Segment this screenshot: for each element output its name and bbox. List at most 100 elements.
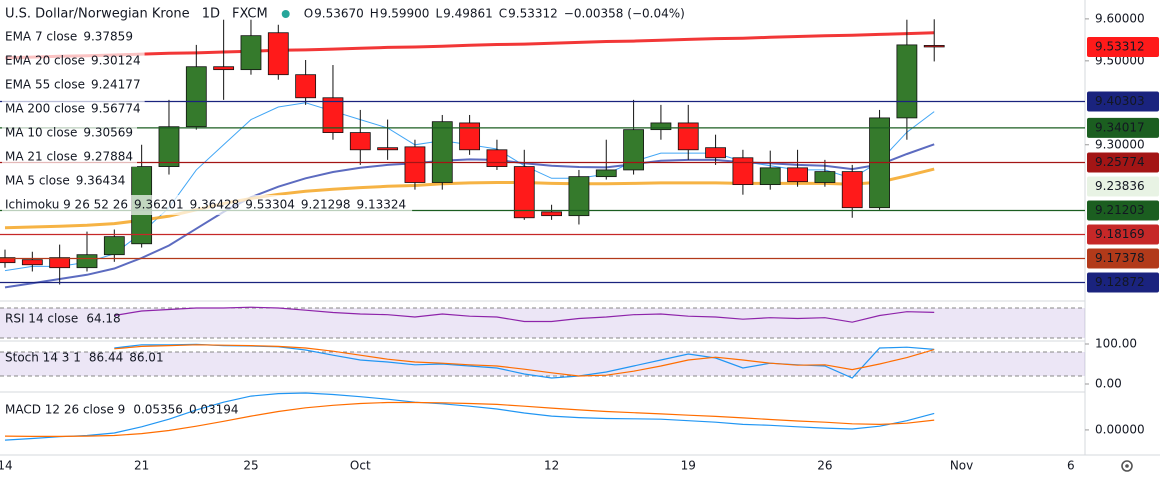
legend-value: 9.53304	[245, 198, 295, 212]
candle-body	[377, 147, 399, 151]
ohlc-value: 9.49861	[443, 7, 493, 21]
legend-value: 9.56774	[91, 102, 141, 116]
legend-value: 86.44	[89, 351, 123, 365]
price-tag	[1087, 224, 1159, 245]
candle-body	[21, 259, 43, 266]
legend-name: MA 5 close	[5, 174, 70, 188]
candle-body	[404, 146, 426, 183]
legend-value: 9.30569	[83, 126, 133, 140]
price-tag-label: 9.34017	[1095, 120, 1145, 134]
x-tick-label: Oct	[350, 459, 371, 473]
price-tag-label: 9.17378	[1095, 251, 1145, 265]
indicator-line	[4, 392, 935, 441]
chart-title: U.S. Dollar/Norwegian Krone	[5, 7, 190, 22]
price-tag-label: 9.23836	[1095, 179, 1145, 193]
y-tick-label: 9.60000	[1095, 11, 1145, 25]
price-change: −0.00358 (−0.04%)	[564, 7, 685, 21]
legend-value: 9.30124	[91, 54, 141, 68]
legend-name: EMA 20 close	[5, 54, 85, 68]
candle-body	[732, 157, 754, 186]
candle-body	[431, 121, 453, 183]
candle-body	[295, 74, 317, 99]
legend-background	[2, 99, 145, 119]
candle-body	[595, 169, 617, 178]
candle-body	[841, 171, 863, 209]
x-tick-label: 19	[681, 459, 696, 473]
price-tag-label: 9.25774	[1095, 155, 1145, 169]
indicator-line	[4, 143, 935, 289]
candle-body	[459, 122, 481, 151]
candle-body	[322, 97, 344, 133]
settings-icon[interactable]	[1121, 460, 1133, 472]
chart-interval: 1D	[202, 7, 220, 22]
legend-background	[2, 123, 137, 143]
price-tag	[1087, 36, 1159, 57]
candle-body	[0, 257, 16, 264]
legend-name: MA 21 close	[5, 150, 77, 164]
legend-value: 86.01	[129, 351, 163, 365]
ohlc-label: O	[304, 7, 313, 21]
candle-body	[923, 45, 945, 48]
legend-name: MA 200 close	[5, 102, 85, 116]
legend-name: EMA 7 close	[5, 30, 77, 44]
ohlc-label: L	[435, 7, 442, 21]
candle-body	[568, 176, 590, 217]
legend-value: 9.21298	[301, 198, 351, 212]
candle-body	[677, 122, 699, 151]
candle-body	[650, 122, 672, 131]
candle-body	[814, 171, 836, 183]
legend-value: 9.36428	[190, 198, 240, 212]
settings-gear-hub[interactable]	[1125, 464, 1129, 468]
ohlc-value: 9.53312	[508, 7, 558, 21]
chart-source: FXCM	[232, 7, 268, 22]
x-tick-label: 21	[134, 459, 149, 473]
indicator-line	[4, 401, 935, 437]
indicator-line	[114, 344, 935, 377]
legend-value: 9.24177	[91, 78, 141, 92]
price-tag	[1087, 152, 1159, 173]
legend-background	[2, 51, 145, 71]
price-tag-label: 9.53312	[1095, 39, 1145, 53]
candle-body	[541, 211, 562, 217]
ohlc-value: 9.53670	[314, 7, 364, 21]
x-tick-label: Nov	[950, 459, 973, 473]
settings-gear[interactable]	[1121, 460, 1133, 472]
candle-body	[267, 32, 289, 76]
price-tag-label: 9.18169	[1095, 227, 1145, 241]
price-tag	[1087, 272, 1159, 293]
x-tick-label: 6	[1067, 459, 1075, 473]
indicator-line	[4, 31, 935, 60]
legend-value: 9.36434	[76, 174, 126, 188]
price-tag	[1087, 248, 1159, 269]
price-tag-label: 9.12872	[1095, 275, 1145, 289]
legend-background	[2, 195, 413, 215]
legend-value: 0.03194	[189, 403, 239, 417]
candle-body	[787, 167, 808, 183]
legend-name: EMA 55 close	[5, 78, 85, 92]
candle-body	[759, 167, 781, 186]
panel-title: RSI 14 close	[5, 312, 78, 326]
candle-body	[623, 129, 644, 171]
y-tick-label: 0.00000	[1095, 422, 1145, 436]
candle-body	[349, 132, 371, 151]
ohlc-value: 9.59900	[380, 7, 430, 21]
legend-background	[2, 27, 137, 47]
status-dot	[281, 10, 290, 18]
candle-body	[49, 257, 71, 269]
legend-background	[2, 75, 145, 95]
legend-name: MA 10 close	[5, 126, 77, 140]
indicator-line	[114, 306, 935, 323]
candle-body	[486, 149, 508, 167]
x-tick-label: 26	[817, 459, 832, 473]
price-tag	[1087, 117, 1159, 138]
candle-body	[896, 44, 918, 119]
legend-value: 64.18	[86, 312, 120, 326]
panel-title: MACD 12 26 close 9	[5, 403, 125, 417]
price-tag-label: 9.21203	[1095, 203, 1145, 217]
legend-value: 9.36201	[134, 198, 184, 212]
candle-body	[158, 126, 180, 167]
price-tag-label: 9.40303	[1095, 94, 1145, 108]
price-tag	[1087, 176, 1159, 197]
panel-title: Stoch 14 3 1	[5, 351, 81, 365]
